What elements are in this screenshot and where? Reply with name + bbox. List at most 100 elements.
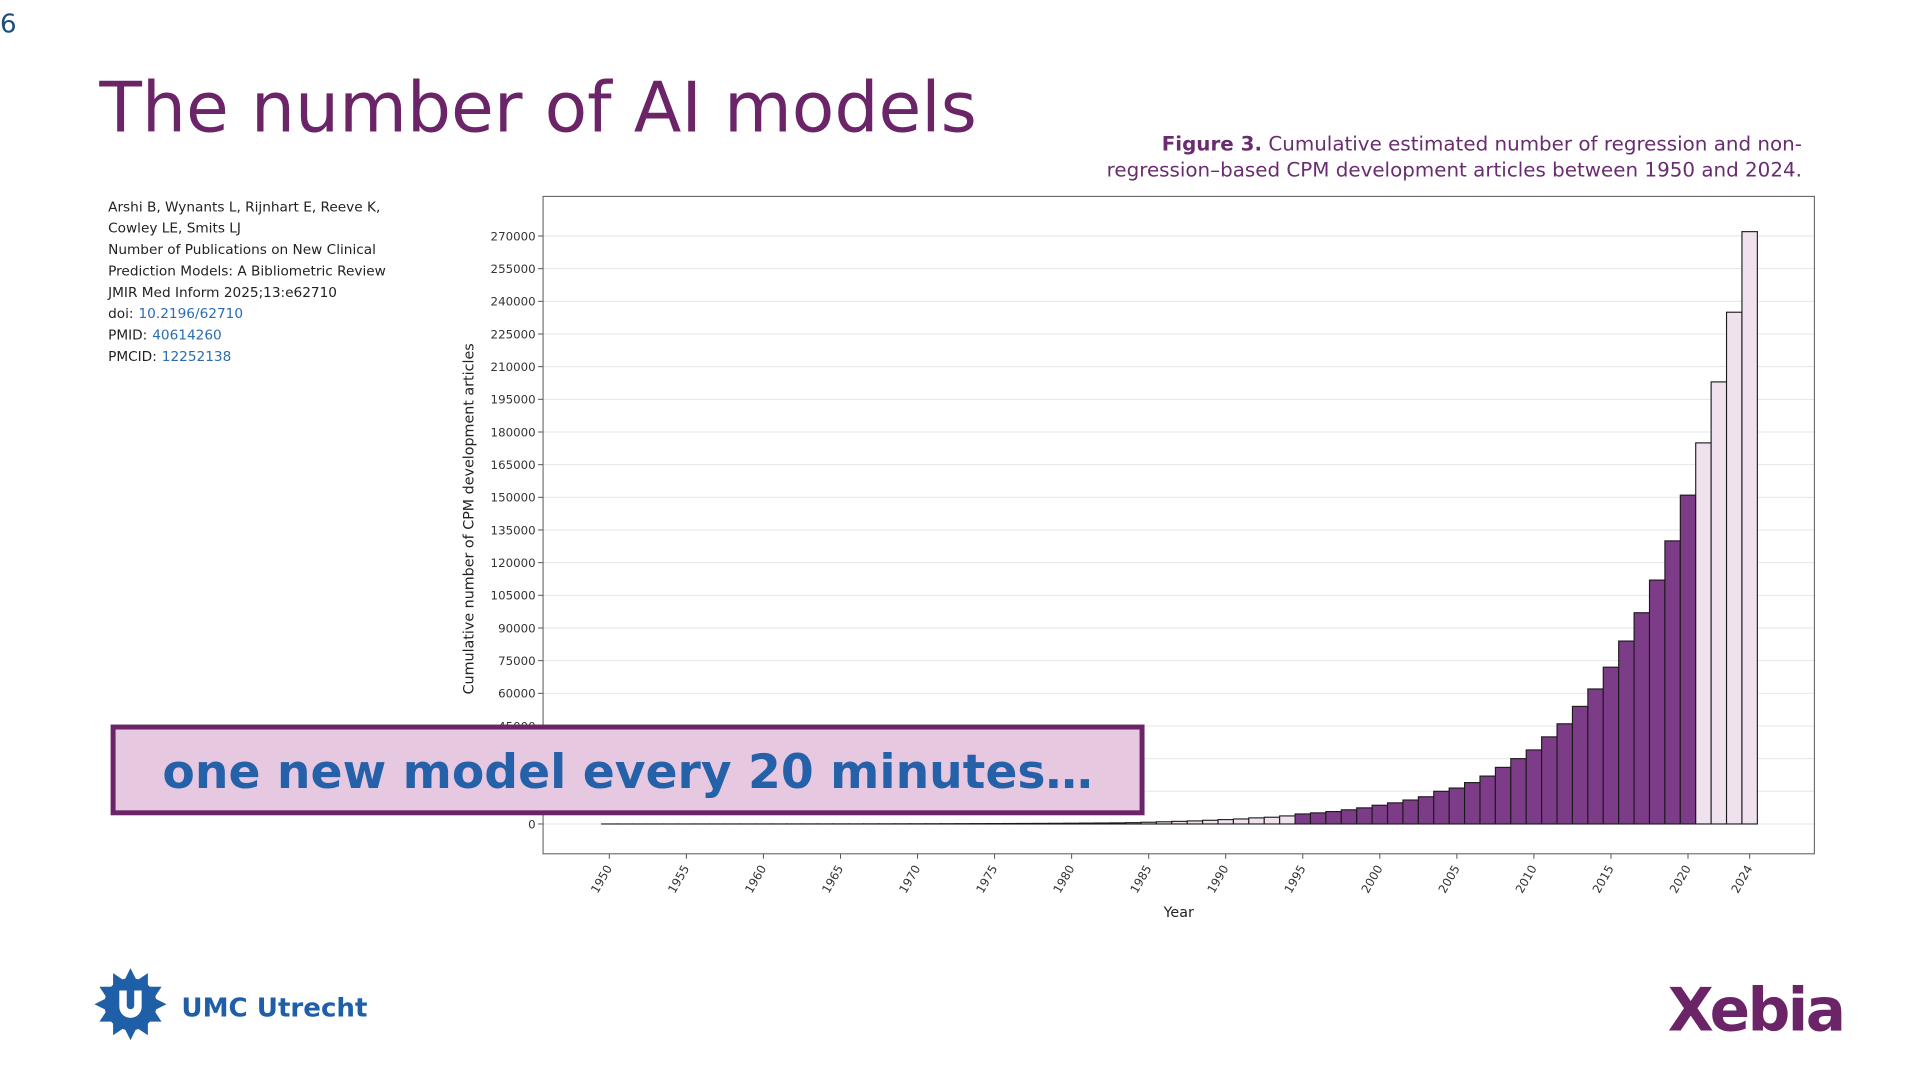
bar (1525, 749, 1543, 825)
bar (1294, 813, 1312, 825)
caption-line: Cumulative estimated number of regressio… (1262, 132, 1802, 155)
bar (1155, 821, 1173, 825)
bar (1140, 821, 1157, 825)
caption: Figure 3. Cumulative estimated number of… (1162, 132, 1802, 155)
caption-line: regression–based CPM development article… (1107, 158, 1802, 181)
citation-id-link: 40614260 (152, 328, 222, 344)
y-tick-label: 90000 (498, 621, 536, 635)
y-tick-label: 270000 (491, 229, 536, 243)
caption-label: Figure 3. (1162, 132, 1262, 155)
bar (1402, 799, 1419, 825)
slide-title: The number of AI models (98, 68, 976, 149)
x-tick-label: 2020 (1667, 863, 1694, 896)
y-tick-label: 210000 (491, 360, 536, 374)
citation-line: JMIR Med Inform 2025;13:e62710 (107, 285, 337, 301)
citation: Arshi B, Wynants L, Rijnhart E, Reeve K,… (107, 199, 386, 365)
x-tick-label: 1975 (973, 863, 1000, 896)
slide-number: 6 (0, 9, 17, 39)
bar (1571, 705, 1589, 825)
bar (1017, 822, 1034, 825)
x-tick-label: 1990 (1204, 863, 1231, 896)
citation-id: PMID: 40614260 (108, 328, 222, 344)
citation-line: Number of Publications on New Clinical (108, 242, 376, 258)
y-tick-label: 120000 (491, 556, 536, 570)
x-tick-label: 1980 (1050, 863, 1077, 896)
x-tick-label: 2015 (1590, 863, 1617, 896)
bar (1710, 381, 1728, 825)
y-tick-label: 0 (528, 817, 536, 831)
bar (1047, 822, 1065, 825)
bar (1695, 442, 1712, 825)
x-tick-label: 1965 (819, 863, 846, 896)
bar (1479, 775, 1496, 825)
bar (1494, 766, 1512, 825)
bar (1679, 494, 1697, 825)
citation-id-label: PMCID: (108, 349, 157, 365)
bar (1587, 688, 1604, 825)
plot-frame (542, 195, 1815, 855)
bar (1664, 540, 1681, 825)
y-tick-label: 180000 (491, 425, 536, 439)
citation-id-label: doi: (108, 306, 133, 322)
bar (1541, 736, 1558, 825)
bar (1371, 804, 1389, 825)
umc-logo: UMC Utrecht (94, 968, 367, 1041)
bar (1232, 818, 1250, 825)
x-tick-label: 2024 (1728, 863, 1755, 896)
bar (1063, 822, 1080, 825)
bar (1356, 807, 1373, 825)
bar (1202, 819, 1219, 825)
bar (1633, 612, 1651, 825)
bar (1217, 819, 1234, 825)
y-tick-label: 150000 (491, 491, 536, 505)
callout-text: one new model every 20 minutes… (162, 745, 1092, 800)
y-tick-label: 135000 (491, 523, 536, 537)
bar (1464, 782, 1481, 825)
citation-id: PMCID: 12252138 (108, 349, 231, 365)
bar (1078, 822, 1096, 825)
citation-id-link: 12252138 (162, 349, 232, 365)
y-tick-label: 255000 (491, 262, 536, 276)
citation-line: Cowley LE, Smits LJ (108, 221, 241, 237)
bar (1340, 809, 1358, 825)
y-tick-label: 60000 (498, 687, 536, 701)
bar (1386, 802, 1404, 825)
x-axis-label: Year (1163, 905, 1194, 921)
x-tick-label: 2010 (1513, 863, 1540, 896)
bar (1510, 758, 1527, 825)
x-tick-label: 1960 (742, 863, 769, 896)
bar (1417, 796, 1435, 825)
xebia-logo: Xebia (1668, 976, 1844, 1045)
y-tick-label: 105000 (491, 589, 536, 603)
citation-id: doi: 10.2196/62710 (108, 306, 243, 322)
bar (1602, 666, 1620, 825)
bar (1109, 822, 1127, 825)
bar (1263, 816, 1281, 825)
bar (1094, 822, 1111, 825)
citation-id-link: 10.2196/62710 (139, 306, 244, 322)
callout-box (110, 724, 1145, 816)
citation-line: Prediction Models: A Bibliometric Review (108, 263, 386, 279)
y-tick-label: 240000 (491, 295, 536, 309)
x-tick-label: 2000 (1359, 863, 1386, 896)
bar (1032, 822, 1050, 825)
bar (1309, 812, 1327, 825)
bar (1325, 811, 1342, 825)
x-tick-label: 1985 (1127, 863, 1154, 896)
citation-id-label: PMID: (108, 328, 147, 344)
bar (1725, 311, 1743, 825)
y-tick-label: 225000 (491, 327, 536, 341)
bar (1433, 790, 1450, 825)
x-tick-label: 1950 (588, 863, 615, 896)
bar (1618, 640, 1635, 825)
x-tick-label: 1955 (665, 863, 692, 896)
bar (1248, 817, 1265, 825)
bar (1556, 723, 1573, 825)
y-tick-label: 195000 (491, 393, 536, 407)
y-axis-label: Cumulative number of CPM development art… (461, 343, 477, 694)
bar (1171, 820, 1188, 825)
bar (1648, 579, 1666, 825)
x-tick-label: 1995 (1281, 863, 1308, 896)
bar (1124, 822, 1142, 825)
